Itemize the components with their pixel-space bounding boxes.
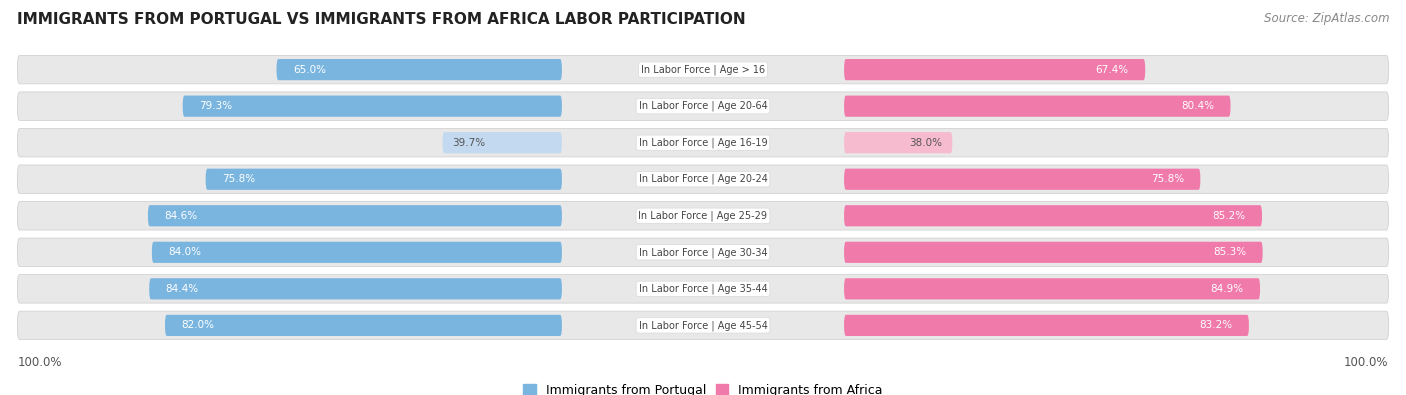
Text: 75.8%: 75.8% [1152,174,1184,184]
FancyBboxPatch shape [17,238,1389,267]
Text: In Labor Force | Age 30-34: In Labor Force | Age 30-34 [638,247,768,258]
Text: 84.4%: 84.4% [166,284,198,294]
Text: In Labor Force | Age 16-19: In Labor Force | Age 16-19 [638,137,768,148]
FancyBboxPatch shape [277,59,562,80]
FancyBboxPatch shape [844,132,952,153]
Text: 84.6%: 84.6% [165,211,197,221]
Text: 79.3%: 79.3% [200,101,232,111]
Text: 83.2%: 83.2% [1199,320,1233,330]
FancyBboxPatch shape [165,315,562,336]
FancyBboxPatch shape [844,59,1146,80]
Text: 65.0%: 65.0% [292,65,326,75]
Text: In Labor Force | Age 25-29: In Labor Force | Age 25-29 [638,211,768,221]
Text: 84.0%: 84.0% [169,247,201,257]
Text: 100.0%: 100.0% [17,356,62,369]
Text: 75.8%: 75.8% [222,174,254,184]
FancyBboxPatch shape [17,201,1389,230]
FancyBboxPatch shape [844,315,1249,336]
FancyBboxPatch shape [844,169,1201,190]
FancyBboxPatch shape [149,278,562,299]
Legend: Immigrants from Portugal, Immigrants from Africa: Immigrants from Portugal, Immigrants fro… [517,379,889,395]
Text: IMMIGRANTS FROM PORTUGAL VS IMMIGRANTS FROM AFRICA LABOR PARTICIPATION: IMMIGRANTS FROM PORTUGAL VS IMMIGRANTS F… [17,12,745,27]
FancyBboxPatch shape [148,205,562,226]
FancyBboxPatch shape [17,128,1389,157]
FancyBboxPatch shape [844,205,1263,226]
FancyBboxPatch shape [17,55,1389,84]
Text: 38.0%: 38.0% [910,138,942,148]
FancyBboxPatch shape [17,311,1389,340]
FancyBboxPatch shape [17,165,1389,194]
FancyBboxPatch shape [183,96,562,117]
Text: 85.3%: 85.3% [1213,247,1246,257]
Text: 85.2%: 85.2% [1212,211,1246,221]
Text: Source: ZipAtlas.com: Source: ZipAtlas.com [1264,12,1389,25]
FancyBboxPatch shape [844,242,1263,263]
Text: 80.4%: 80.4% [1181,101,1215,111]
Text: In Labor Force | Age 35-44: In Labor Force | Age 35-44 [638,284,768,294]
Text: In Labor Force | Age 45-54: In Labor Force | Age 45-54 [638,320,768,331]
Text: 100.0%: 100.0% [1344,356,1389,369]
Text: 82.0%: 82.0% [181,320,214,330]
FancyBboxPatch shape [443,132,562,153]
FancyBboxPatch shape [844,96,1230,117]
Text: 84.9%: 84.9% [1211,284,1244,294]
Text: In Labor Force | Age 20-24: In Labor Force | Age 20-24 [638,174,768,184]
FancyBboxPatch shape [17,92,1389,120]
Text: 39.7%: 39.7% [453,138,485,148]
Text: 67.4%: 67.4% [1095,65,1129,75]
Text: In Labor Force | Age 20-64: In Labor Force | Age 20-64 [638,101,768,111]
FancyBboxPatch shape [152,242,562,263]
FancyBboxPatch shape [17,275,1389,303]
Text: In Labor Force | Age > 16: In Labor Force | Age > 16 [641,64,765,75]
FancyBboxPatch shape [205,169,562,190]
FancyBboxPatch shape [844,278,1260,299]
